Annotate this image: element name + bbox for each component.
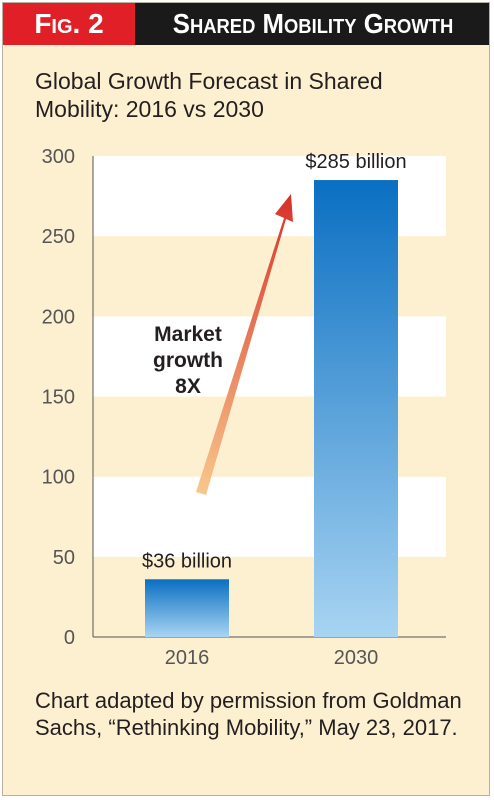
growth-annotation-line: 8X [175, 375, 201, 398]
growth-arrow [196, 194, 293, 495]
growth-annotation-line: growth [153, 349, 223, 372]
x-tick-label: 2030 [334, 647, 379, 669]
growth-annotation-line: Market [154, 323, 222, 346]
y-tick-label: 250 [42, 226, 75, 248]
figure-number: Fig. 2 [3, 3, 135, 45]
y-tick-label: 150 [42, 387, 75, 409]
source-caption: Chart adapted by permission from Goldman… [35, 688, 462, 740]
figure-header: Fig. 2 Shared Mobility Growth [3, 3, 489, 45]
data-label-2016: $36 billion [142, 550, 232, 572]
y-tick-label: 100 [42, 467, 75, 489]
x-tick-label: 2016 [165, 647, 210, 669]
bar-2016 [145, 579, 229, 637]
y-tick-label: 200 [42, 306, 75, 328]
data-label-2030: $285 billion [305, 151, 406, 173]
bar-2030 [314, 180, 398, 638]
y-tick-label: 0 [64, 627, 75, 649]
figure-title: Shared Mobility Growth [172, 8, 454, 39]
chart-title: Global Growth Forecast in Shared Mobilit… [35, 68, 383, 122]
y-tick-label: 300 [42, 146, 75, 168]
y-tick-label: 50 [53, 547, 75, 569]
